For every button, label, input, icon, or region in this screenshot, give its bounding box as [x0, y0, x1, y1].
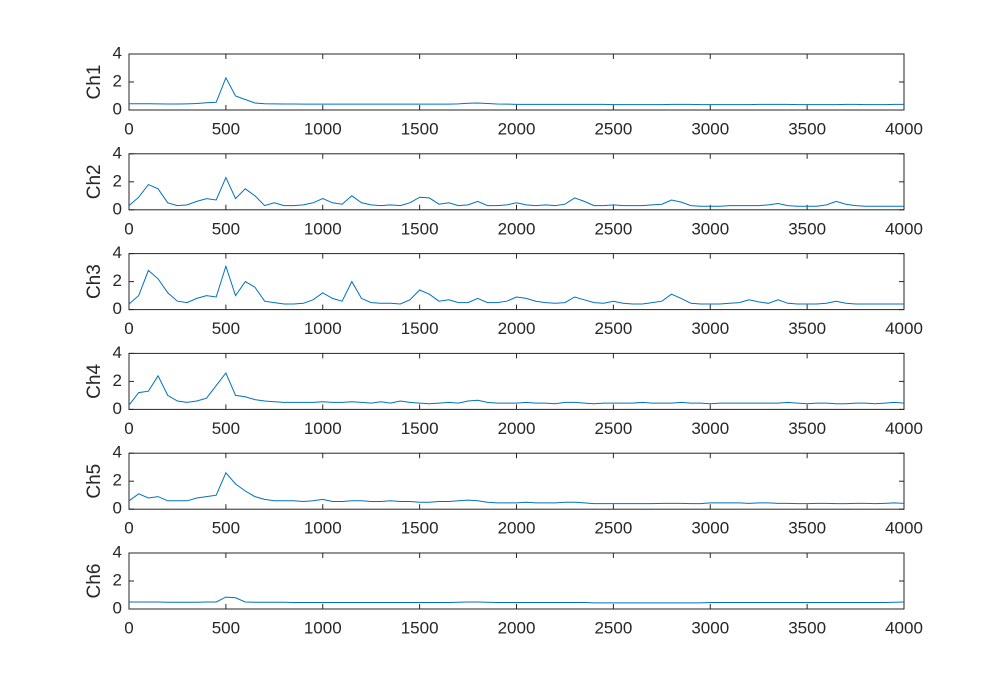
- x-tick-label: 2000: [498, 219, 536, 238]
- axes-box: [128, 552, 905, 610]
- y-tick-label: 2: [113, 71, 122, 90]
- x-tick-label: 1000: [304, 519, 342, 538]
- x-tick-label: 2500: [594, 219, 632, 238]
- x-tick-label: 1000: [304, 319, 342, 338]
- y-tick-label: 2: [113, 570, 122, 589]
- axes-box: [128, 352, 905, 410]
- x-tick-label: 4000: [885, 119, 923, 138]
- x-tick-label: 1000: [304, 618, 342, 637]
- data-line: [128, 264, 904, 305]
- axes-box: [128, 253, 905, 311]
- x-tick-label: 0: [124, 119, 133, 138]
- x-tick-label: 500: [212, 618, 240, 637]
- y-tick-label: 2: [113, 271, 122, 290]
- y-axis-label: Ch1: [84, 65, 105, 100]
- x-tick-label: 2500: [594, 519, 632, 538]
- x-tick-label: 3000: [691, 319, 729, 338]
- x-tick-label: 1500: [401, 119, 439, 138]
- x-tick-label: 2000: [498, 618, 536, 637]
- x-tick-label: 1000: [304, 419, 342, 438]
- x-tick-label: 500: [212, 519, 240, 538]
- x-tick-label: 3500: [788, 219, 826, 238]
- y-tick-label: 2: [113, 371, 122, 390]
- y-axis-label: Ch2: [84, 164, 105, 199]
- x-tick-label: 3000: [691, 618, 729, 637]
- x-tick-label: 3000: [691, 419, 729, 438]
- y-tick-label: 4: [113, 143, 122, 162]
- x-tick-label: 1500: [401, 618, 439, 637]
- axes-box: [128, 153, 905, 211]
- y-tick-label: 0: [113, 299, 122, 318]
- x-tick-label: 0: [124, 419, 133, 438]
- x-tick-label: 1500: [401, 319, 439, 338]
- x-tick-label: 500: [212, 319, 240, 338]
- y-axis-label: Ch6: [84, 564, 105, 599]
- y-tick-label: 0: [113, 399, 122, 418]
- axes-box: [128, 53, 905, 111]
- x-tick-label: 500: [212, 219, 240, 238]
- data-line: [129, 596, 905, 604]
- x-tick-label: 3500: [788, 119, 826, 138]
- x-tick-label: 3000: [691, 519, 729, 538]
- y-tick-label: 4: [113, 43, 122, 62]
- y-tick-label: 0: [113, 499, 122, 518]
- axes-box: [128, 452, 905, 510]
- x-tick-label: 1500: [401, 419, 439, 438]
- x-tick-label: 3500: [788, 618, 826, 637]
- x-tick-label: 3500: [788, 519, 826, 538]
- x-tick-label: 2000: [498, 119, 536, 138]
- x-tick-label: 0: [124, 618, 133, 637]
- x-tick-label: 4000: [885, 319, 923, 338]
- x-tick-label: 1500: [401, 219, 439, 238]
- x-tick-label: 2500: [594, 419, 632, 438]
- x-tick-label: 0: [124, 519, 133, 538]
- x-tick-label: 1000: [304, 119, 342, 138]
- x-tick-label: 0: [124, 319, 133, 338]
- data-line: [128, 471, 905, 505]
- y-tick-label: 0: [113, 99, 122, 118]
- x-tick-label: 2500: [594, 618, 632, 637]
- x-tick-label: 1000: [304, 219, 342, 238]
- y-axis-label: Ch5: [84, 464, 105, 499]
- x-tick-label: 2000: [498, 319, 536, 338]
- x-tick-label: 4000: [885, 519, 923, 538]
- x-tick-label: 3500: [788, 419, 826, 438]
- x-tick-label: 4000: [885, 219, 923, 238]
- x-tick-label: 1500: [401, 519, 439, 538]
- y-tick-label: 2: [113, 171, 122, 190]
- y-tick-label: 0: [113, 199, 122, 218]
- x-tick-label: 3500: [788, 319, 826, 338]
- y-tick-label: 2: [113, 471, 122, 490]
- x-tick-label: 500: [212, 119, 240, 138]
- x-tick-label: 4000: [885, 419, 923, 438]
- data-line: [129, 76, 904, 106]
- y-tick-label: 4: [113, 343, 122, 362]
- y-axis-label: Ch3: [84, 264, 105, 299]
- x-tick-label: 0: [124, 219, 133, 238]
- data-line: [128, 176, 904, 207]
- y-axis-label: Ch4: [84, 364, 105, 399]
- y-tick-label: 4: [113, 243, 122, 262]
- x-tick-label: 3000: [691, 119, 729, 138]
- x-tick-label: 2000: [498, 419, 536, 438]
- x-tick-label: 4000: [885, 618, 923, 637]
- y-tick-label: 4: [113, 443, 122, 462]
- x-tick-label: 2500: [594, 119, 632, 138]
- x-tick-label: 2000: [498, 519, 536, 538]
- x-tick-label: 3000: [691, 219, 729, 238]
- x-tick-label: 2500: [594, 319, 632, 338]
- data-line: [128, 372, 905, 406]
- y-tick-label: 0: [113, 598, 122, 617]
- y-tick-label: 4: [113, 542, 122, 561]
- x-tick-label: 500: [212, 419, 240, 438]
